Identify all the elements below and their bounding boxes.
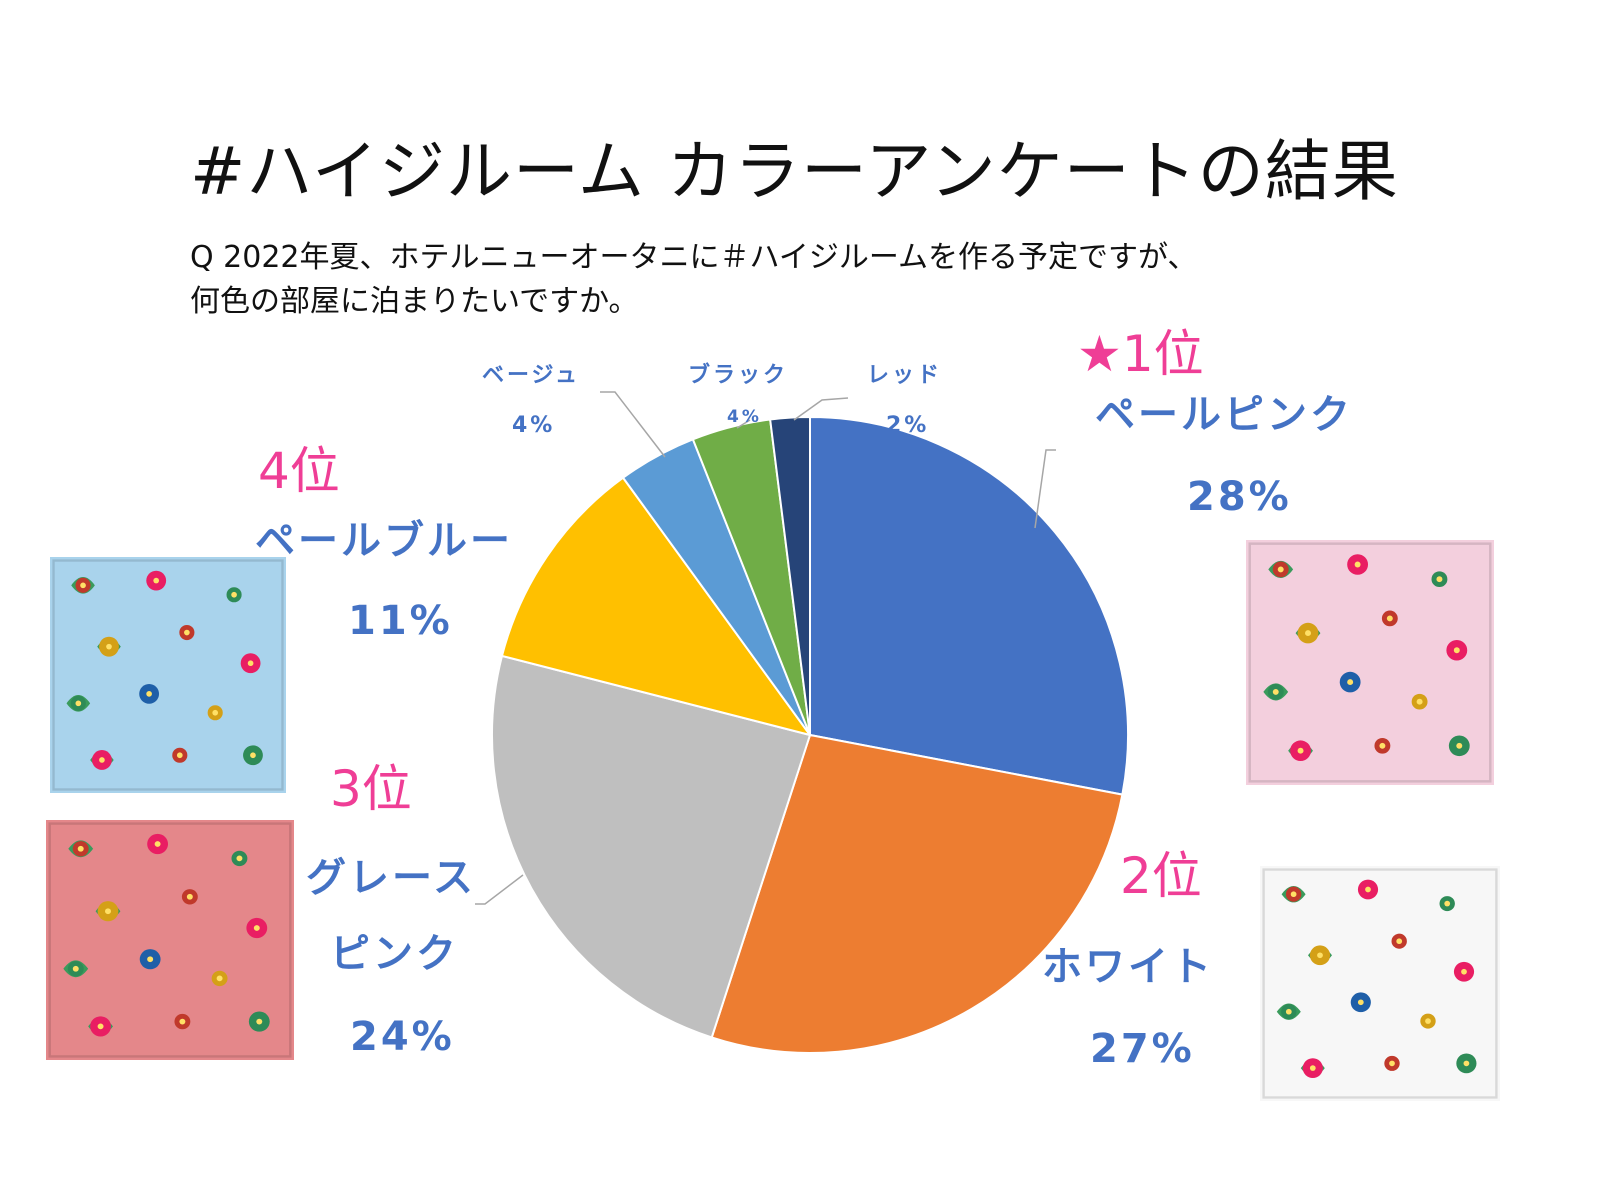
leader-line-beige — [600, 391, 666, 458]
slice-value-pale-pink: 28% — [1187, 474, 1292, 520]
slice-value-white: 27% — [1090, 1026, 1195, 1072]
slice-label-black: ブラック — [688, 362, 788, 388]
rank-2: 2位 — [1120, 847, 1202, 905]
pie-slice-2 — [491, 654, 812, 1039]
slice-label-grace-pink-line-2: ピンク — [330, 931, 459, 977]
slice-value-pale-blue: 11% — [348, 598, 453, 644]
pie-slices — [491, 415, 1130, 1054]
slice-value-black: 4% — [727, 407, 762, 427]
leader-line-red — [793, 397, 849, 421]
towel-photo-pale-blue — [50, 557, 286, 793]
slice-label-pale-blue: ペールブルー — [255, 518, 513, 564]
question-line-1: Q 2022年夏、ホテルニューオータニに＃ハイジルームを作る予定ですが、 — [190, 240, 1198, 275]
leader-line-black — [736, 419, 751, 429]
question-line-2: 何色の部屋に泊まりたいですか。 — [190, 284, 639, 319]
towel-photo-pale-pink — [1246, 540, 1494, 785]
page-title: #ハイジルーム カラーアンケートの結果 — [190, 133, 1399, 210]
slice-value-grace-pink: 24% — [350, 1014, 455, 1060]
pie-slice-6 — [769, 415, 811, 736]
towel-photo-white — [1260, 866, 1500, 1101]
pie-slice-1 — [710, 733, 1124, 1054]
slice-value-beige: 4% — [512, 413, 555, 438]
slice-label-beige: ベージュ — [482, 363, 580, 388]
slice-label-white: ホワイト — [1042, 944, 1214, 990]
pie-slice-0 — [809, 415, 1130, 796]
rank-4: 4位 — [258, 442, 340, 500]
rank-1: ★1位 — [1077, 325, 1204, 383]
survey-question: Q 2022年夏、ホテルニューオータニに＃ハイジルームを作る予定ですが、 何色の… — [190, 236, 1197, 324]
slice-value-red: 2% — [886, 413, 929, 438]
pie-slice-3 — [500, 476, 813, 737]
slice-label-grace-pink-line-1: グレース — [306, 855, 476, 901]
rank-3: 3位 — [330, 760, 412, 818]
towel-photo-grace-pink — [46, 820, 294, 1060]
leader-line-pale-pink — [1034, 449, 1056, 529]
leader-lines — [475, 391, 1056, 905]
slice-label-red: レッド — [867, 363, 942, 388]
leader-line-grace-pink — [475, 874, 524, 905]
slice-label-pale-pink: ペールピンク — [1095, 392, 1353, 438]
